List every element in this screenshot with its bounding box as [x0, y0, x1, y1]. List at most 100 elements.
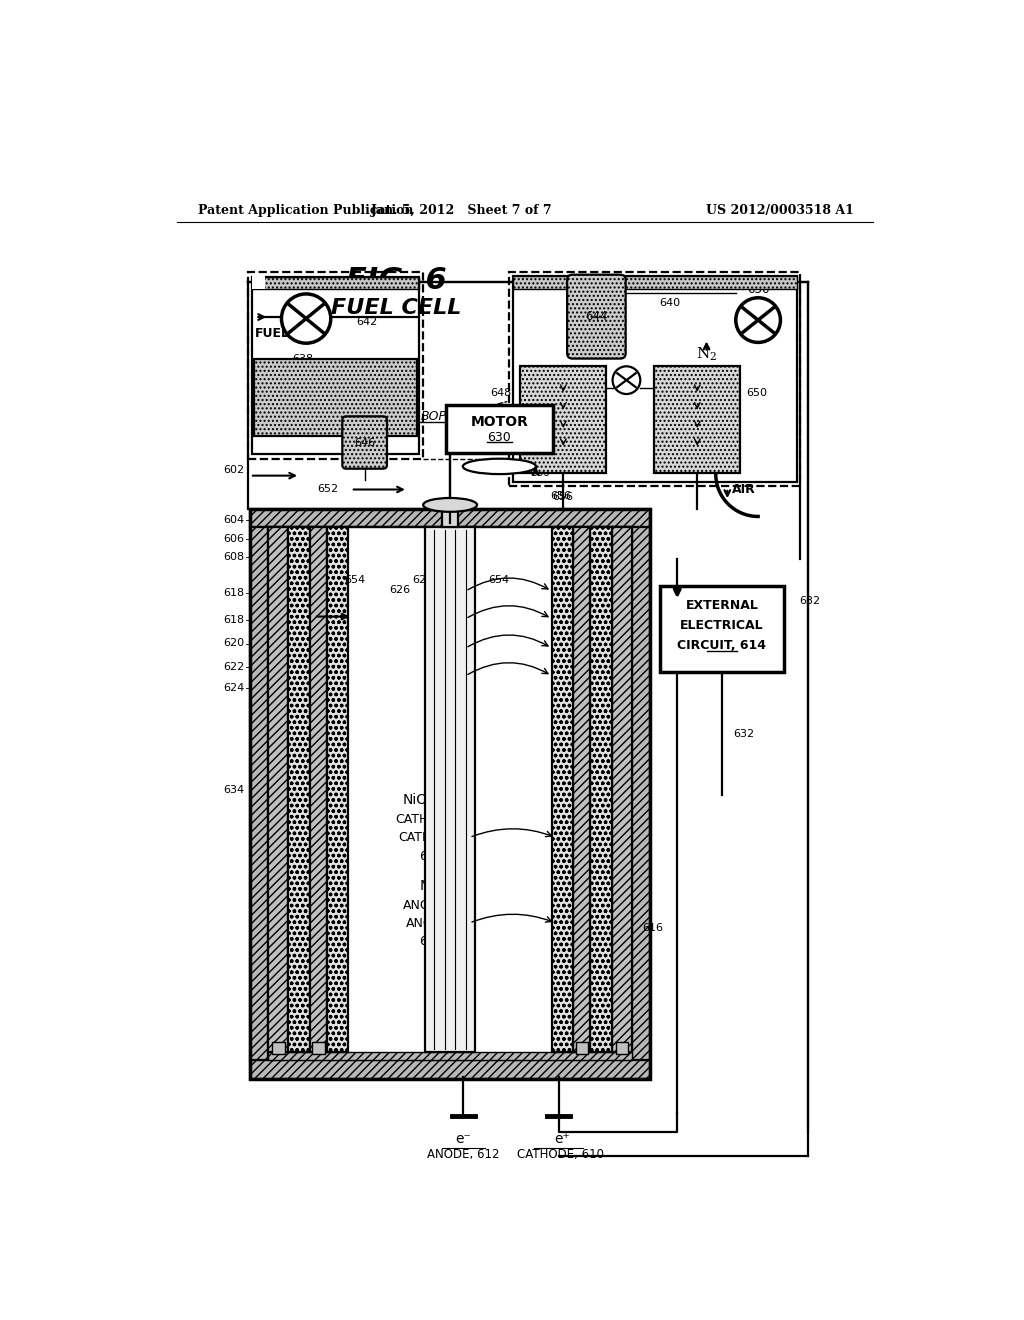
Bar [250, 527, 268, 1060]
Bar [520, 367, 606, 473]
Bar [660, 586, 783, 672]
Text: 636: 636 [746, 282, 769, 296]
Text: FUEL: FUEL [255, 327, 290, 341]
Text: CATHOLYTE: CATHOLYTE [395, 813, 467, 825]
Bar [250, 508, 650, 527]
Ellipse shape [463, 459, 536, 474]
Bar [590, 527, 611, 1052]
Text: 640: 640 [659, 298, 680, 308]
Text: ANOLYTE: ANOLYTE [402, 899, 459, 912]
Text: 654: 654 [344, 576, 366, 585]
Text: 682: 682 [530, 454, 550, 463]
Circle shape [612, 367, 640, 395]
Bar [573, 527, 590, 1052]
Text: AIR: AIR [731, 483, 756, 496]
Text: 652: 652 [317, 484, 339, 495]
Text: Patent Application Publication: Patent Application Publication [199, 205, 414, 218]
Circle shape [282, 294, 331, 343]
Text: 616: 616 [642, 924, 664, 933]
Text: EXTERNAL
ELECTRICAL
CIRCUIT, 614: EXTERNAL ELECTRICAL CIRCUIT, 614 [678, 598, 766, 652]
Bar [289, 527, 310, 1052]
Text: FIG. 6: FIG. 6 [346, 265, 446, 294]
Text: US 2012/0003518 A1: US 2012/0003518 A1 [707, 205, 854, 218]
Text: 644: 644 [585, 310, 607, 323]
Bar [615, 1041, 628, 1053]
Bar [552, 527, 573, 1052]
Bar [446, 405, 553, 453]
Text: 606: 606 [419, 850, 442, 862]
Text: 668: 668 [454, 643, 475, 653]
Text: 600: 600 [685, 586, 706, 597]
Text: MH: MH [420, 879, 442, 894]
Text: 654: 654 [452, 576, 472, 585]
Text: 650: 650 [746, 388, 768, 399]
Text: 664: 664 [454, 586, 475, 597]
Bar [252, 277, 419, 289]
Bar [310, 527, 327, 1052]
Text: ANODE, 612: ANODE, 612 [427, 1147, 500, 1160]
Text: MOTOR: MOTOR [470, 414, 528, 429]
Text: 630: 630 [487, 430, 511, 444]
Bar [632, 527, 650, 1060]
Text: 618: 618 [223, 589, 245, 598]
Bar [611, 527, 632, 1052]
Bar [268, 1052, 632, 1060]
Text: 680: 680 [530, 467, 550, 478]
Text: 684: 684 [530, 440, 550, 450]
Text: 638: 638 [293, 354, 313, 363]
Bar [425, 527, 475, 1052]
Text: NiO(OH): NiO(OH) [402, 792, 460, 807]
Bar [254, 359, 417, 436]
Text: 656: 656 [550, 491, 571, 500]
Text: 632: 632 [799, 597, 820, 606]
Text: 608: 608 [223, 552, 245, 562]
Ellipse shape [423, 498, 477, 512]
Text: CATHODE,: CATHODE, [398, 832, 463, 843]
FancyBboxPatch shape [567, 275, 626, 359]
Bar [654, 367, 740, 473]
Text: 602: 602 [223, 465, 245, 475]
Bar [513, 276, 797, 482]
Text: 622: 622 [223, 661, 245, 672]
Bar [327, 527, 348, 1052]
Text: 686: 686 [601, 350, 623, 360]
Text: e⁻: e⁻ [456, 1131, 471, 1146]
Text: ANODE,: ANODE, [407, 916, 456, 929]
Bar [250, 508, 650, 1078]
Bar [513, 276, 797, 289]
Bar [442, 502, 458, 527]
Bar [509, 272, 801, 486]
Text: 654: 654 [488, 576, 510, 585]
Bar [272, 1041, 285, 1053]
Bar [312, 1041, 325, 1053]
Text: 666: 666 [454, 614, 475, 624]
Text: 606: 606 [223, 533, 245, 544]
Text: 604: 604 [223, 515, 245, 525]
Text: 628: 628 [413, 576, 434, 585]
Text: 624: 624 [223, 684, 245, 693]
Text: 618: 618 [223, 615, 245, 626]
Text: $\mathregular{N_2}$: $\mathregular{N_2}$ [696, 346, 717, 363]
Text: 642: 642 [356, 317, 378, 327]
Bar [575, 1041, 588, 1053]
Text: 670: 670 [454, 671, 475, 681]
Bar [250, 1060, 650, 1078]
Text: 608: 608 [419, 935, 442, 948]
Text: CATHODE, 610: CATHODE, 610 [517, 1147, 604, 1160]
Text: 656: 656 [553, 492, 573, 502]
Text: 632: 632 [733, 729, 755, 739]
Bar [248, 272, 423, 459]
Bar [268, 527, 289, 1052]
Text: 626: 626 [389, 585, 411, 594]
Circle shape [736, 298, 780, 342]
Text: 620: 620 [223, 639, 245, 648]
Text: 648: 648 [490, 388, 512, 399]
Text: BOP: BOP [420, 409, 446, 422]
Bar [348, 527, 552, 1052]
FancyBboxPatch shape [342, 416, 387, 469]
Text: 634: 634 [223, 785, 245, 795]
Text: e⁺: e⁺ [555, 1131, 570, 1146]
Bar [252, 276, 264, 289]
Text: Jan. 5, 2012   Sheet 7 of 7: Jan. 5, 2012 Sheet 7 of 7 [371, 205, 553, 218]
Bar [252, 277, 419, 454]
